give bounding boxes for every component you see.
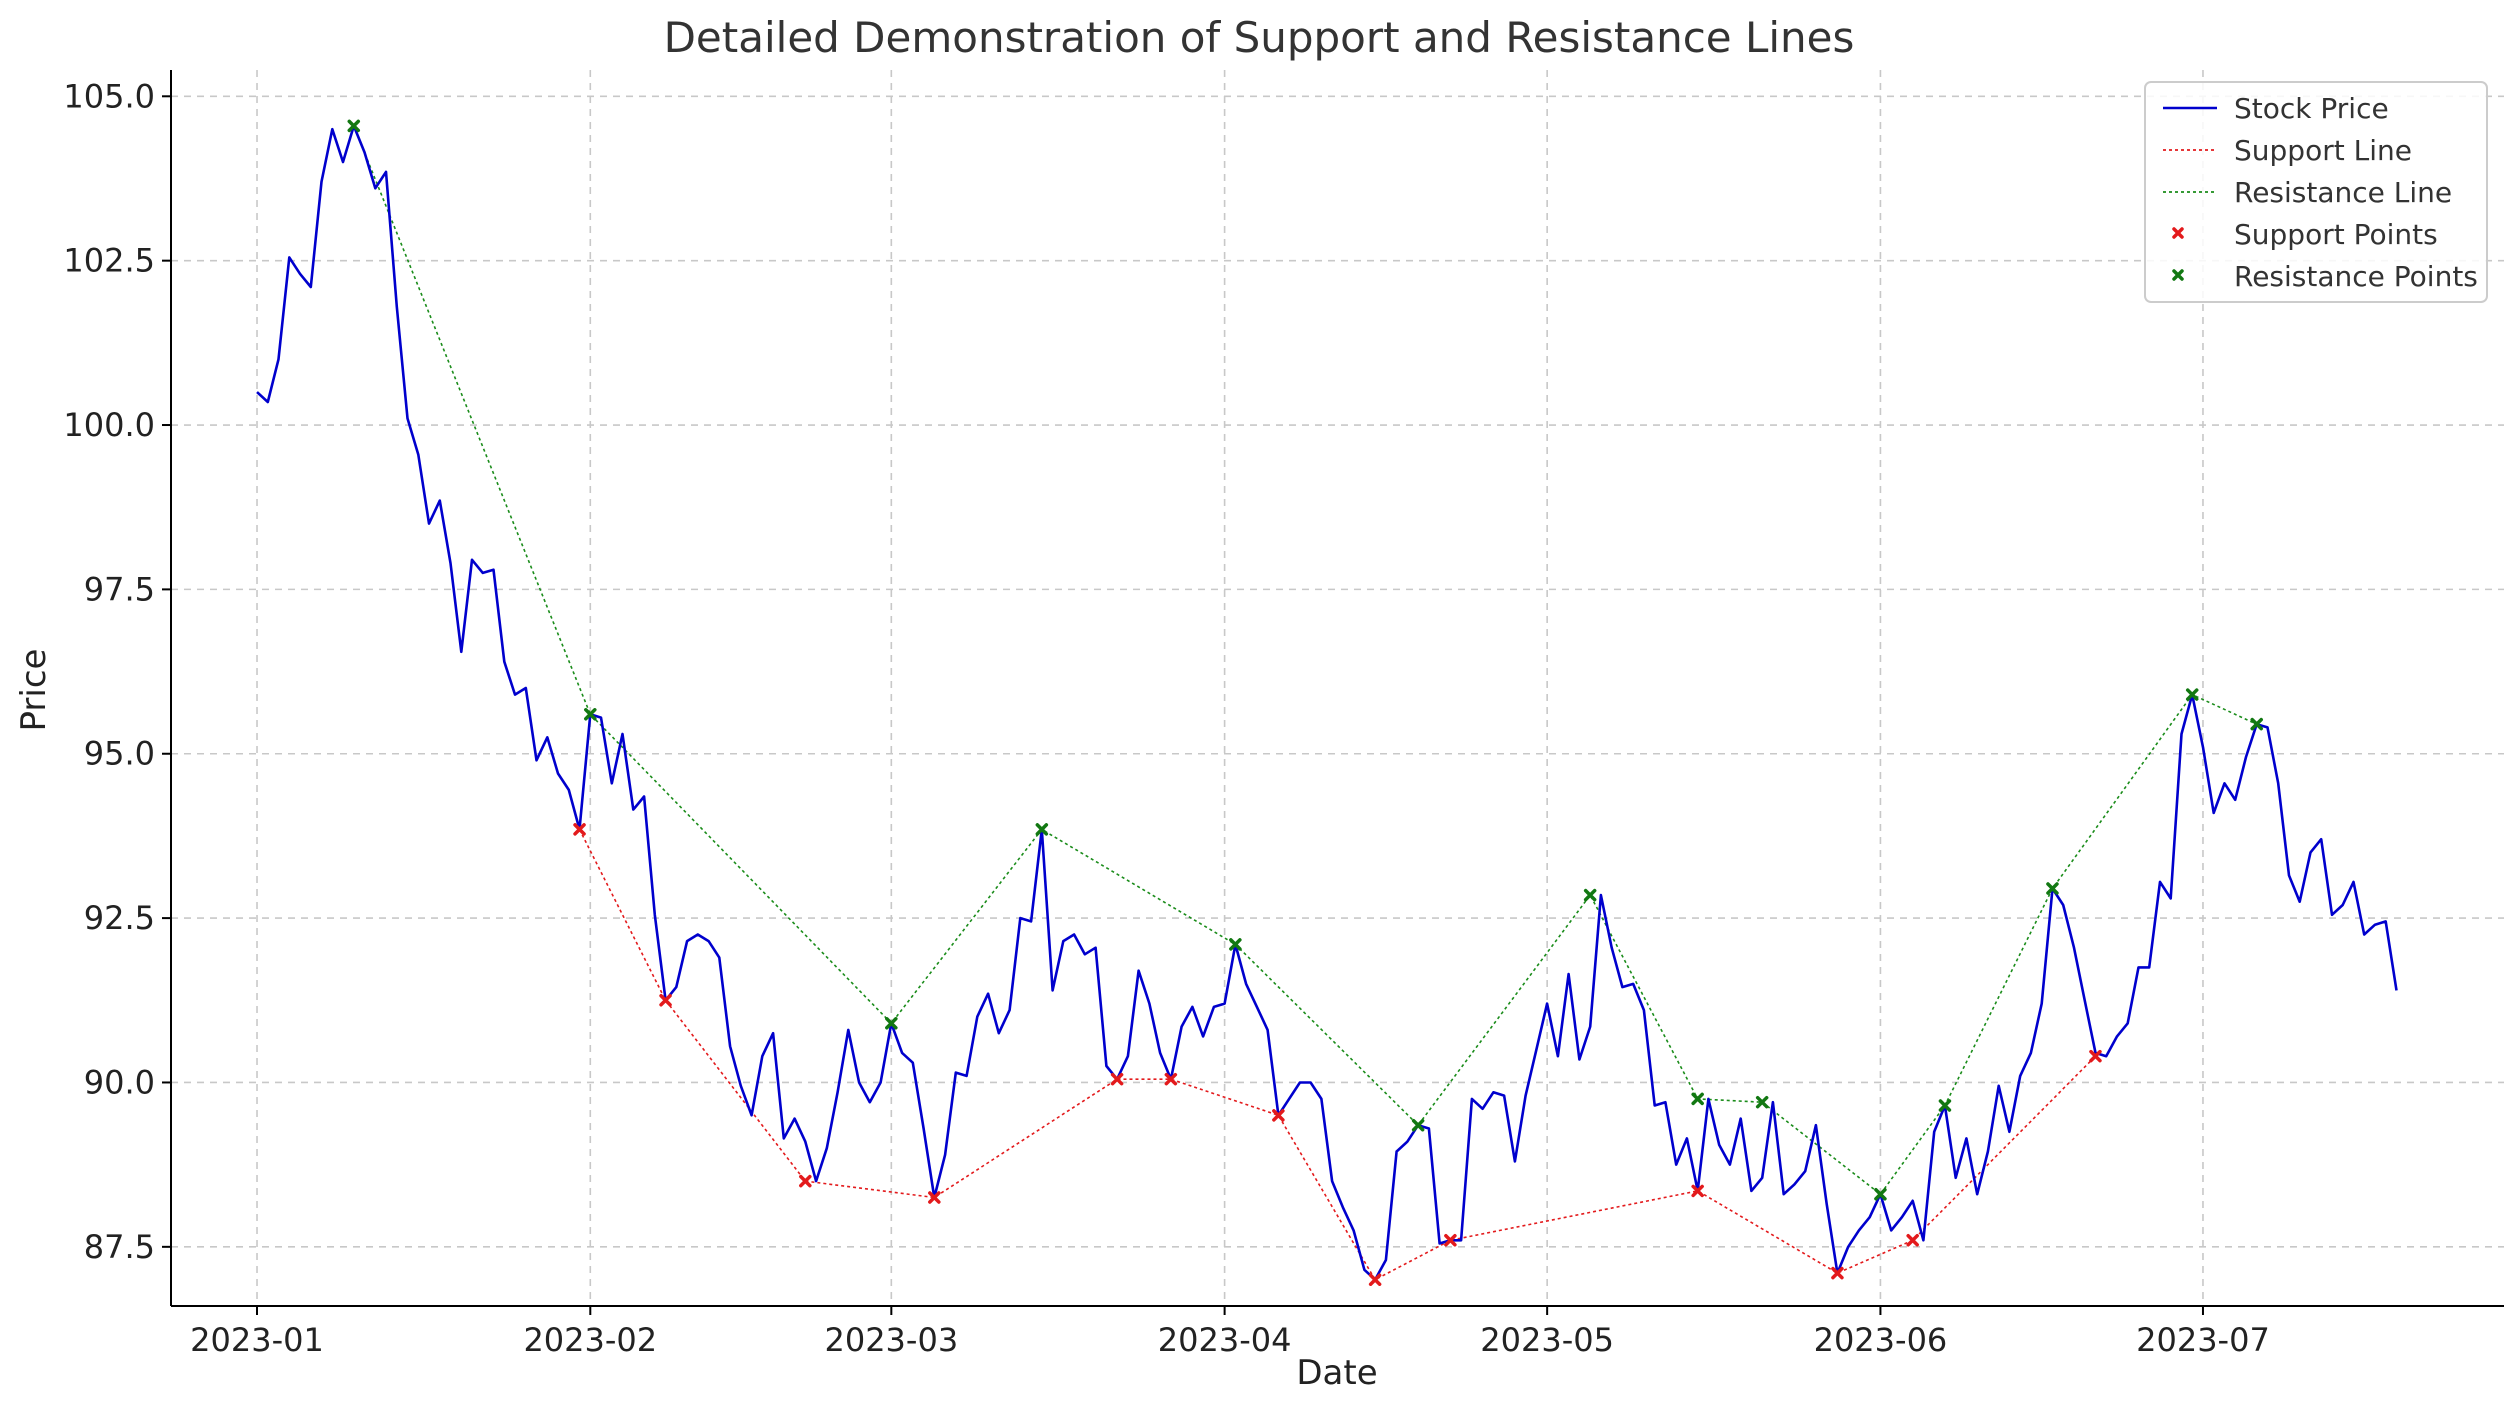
legend: Stock Price Support Line Resistance Line… xyxy=(2144,81,2488,303)
x-tick-label: 2023-06 xyxy=(1814,1321,1948,1359)
series-line-stock-price xyxy=(256,124,2398,1281)
support-point-marker xyxy=(1691,1184,1704,1198)
y-tick-label: 92.5 xyxy=(84,899,155,937)
legend-label-support-points: Support Points xyxy=(2234,218,2438,251)
legend-box xyxy=(2144,81,2488,303)
y-axis-label: Price xyxy=(14,649,54,732)
support-point-marker xyxy=(573,823,586,836)
chart-title: Detailed Demonstration of Support and Re… xyxy=(664,13,1855,62)
legend-label-resistance-points: Resistance Points xyxy=(2234,260,2478,293)
resistance-point-marker xyxy=(2185,688,2199,701)
resistance-point-marker xyxy=(1411,1118,1425,1132)
support-point-marker xyxy=(2089,1049,2102,1063)
resistance-point-marker xyxy=(1583,888,1597,902)
resistance-point-marker xyxy=(584,708,597,721)
x-axis-label: Date xyxy=(1296,1353,1377,1393)
grid-lines xyxy=(171,70,2504,1306)
support-point-marker xyxy=(928,1191,941,1204)
resistance-point-marker xyxy=(1938,1099,1952,1112)
support-point-marker xyxy=(1272,1109,1285,1122)
x-tick-label: 2023-07 xyxy=(2136,1321,2270,1359)
support-point-marker xyxy=(1110,1072,1124,1086)
y-tick-label: 105.0 xyxy=(63,77,155,115)
y-tick-label: 87.5 xyxy=(84,1228,155,1266)
x-tick-label: 2023-05 xyxy=(1480,1321,1614,1359)
y-tick-label: 90.0 xyxy=(84,1063,155,1101)
resistance-point-marker xyxy=(1691,1092,1704,1106)
x-axis-ticks: 2023-01 2023-02 2023-03 2023-04 2023-05 2023-… xyxy=(190,1306,2270,1359)
support-point-marker xyxy=(799,1174,812,1188)
support-point-marker xyxy=(1164,1072,1178,1086)
support-point-marker xyxy=(659,994,672,1007)
resistance-point-marker xyxy=(1035,823,1049,836)
series-line-resistance-line xyxy=(353,125,2258,1195)
plot-series xyxy=(256,124,2398,1281)
support-point-marker xyxy=(1831,1266,1844,1280)
y-tick-label: 95.0 xyxy=(84,735,155,773)
resistance-point-marker xyxy=(2046,882,2059,895)
support-point-marker xyxy=(1368,1273,1382,1286)
resistance-point-marker xyxy=(1229,938,1242,951)
support-point-marker xyxy=(1444,1234,1457,1247)
y-tick-label: 97.5 xyxy=(84,570,155,608)
resistance-point-marker xyxy=(1755,1095,1769,1109)
legend-swatch-support-points xyxy=(2172,227,2184,239)
y-axis-ticks: 87.5 90.0 92.5 95.0 97.5 100.0 102.5 105.0 xyxy=(63,77,171,1266)
legend-label-resistance-line: Resistance Line xyxy=(2234,176,2452,209)
x-tick-label: 2023-03 xyxy=(824,1321,958,1359)
resistance-point-marker xyxy=(885,1017,898,1030)
x-tick-label: 2023-04 xyxy=(1158,1321,1292,1359)
support-point-marker xyxy=(1906,1234,1919,1247)
plot-markers xyxy=(347,119,2263,1286)
legend-label-support-line: Support Line xyxy=(2234,134,2412,167)
resistance-point-marker xyxy=(347,119,361,133)
legend-label-stock-price: Stock Price xyxy=(2234,92,2389,125)
y-tick-label: 102.5 xyxy=(63,242,155,280)
x-tick-label: 2023-02 xyxy=(523,1321,657,1359)
axes-spines xyxy=(170,70,2504,1307)
resistance-point-marker xyxy=(2250,717,2263,731)
x-tick-label: 2023-01 xyxy=(190,1321,324,1359)
legend-swatch-resistance-points xyxy=(2172,269,2184,281)
y-tick-label: 100.0 xyxy=(63,406,155,444)
resistance-point-marker xyxy=(1874,1187,1887,1201)
